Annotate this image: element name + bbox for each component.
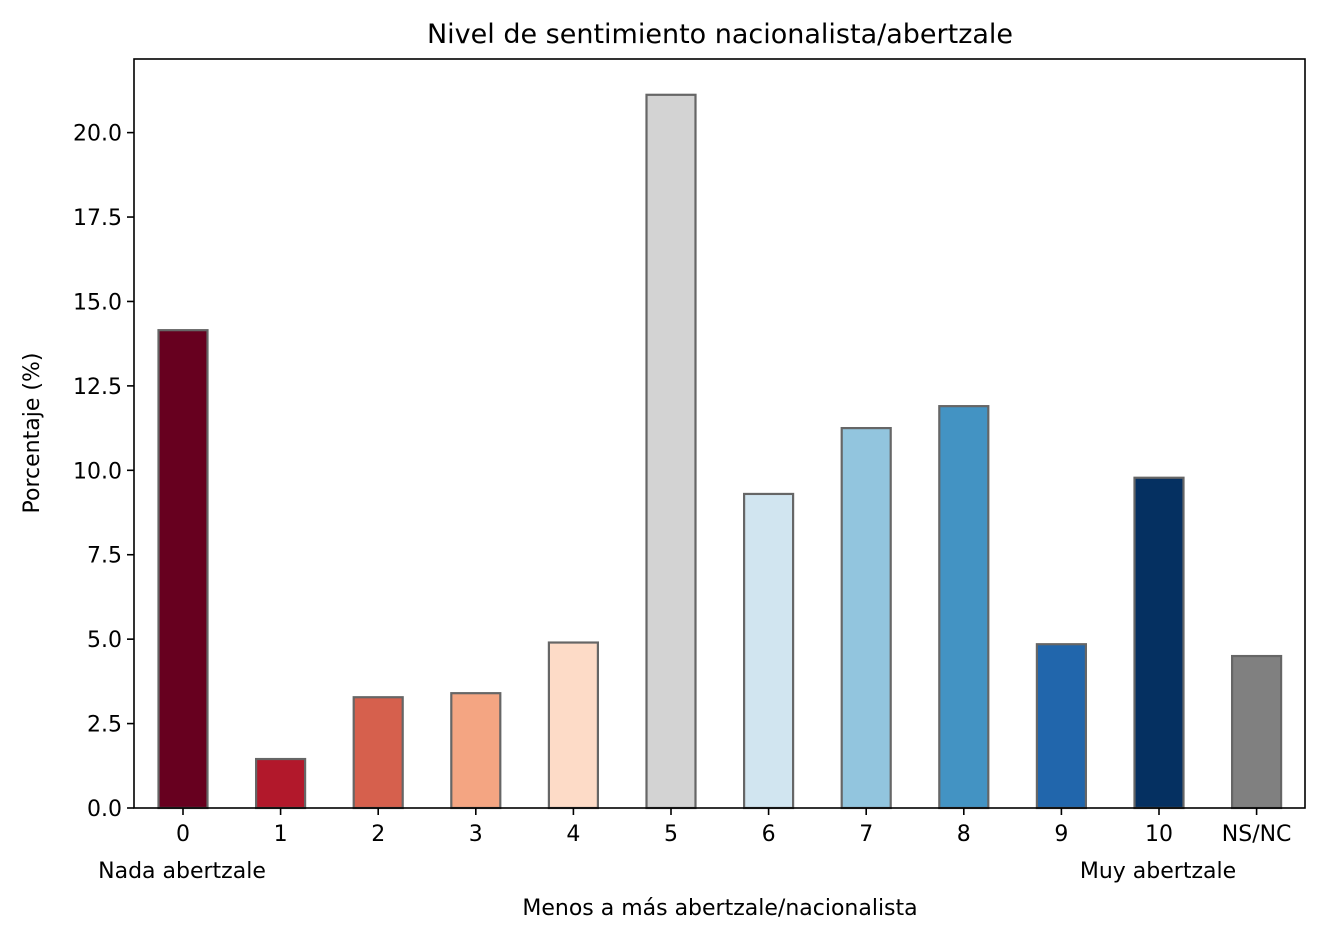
x-tick-label: 5 [664, 822, 678, 847]
x-axis-label: Menos a más abertzale/nacionalista [522, 896, 917, 921]
plot-frame [133, 58, 1306, 809]
bar-5 [645, 93, 697, 810]
y-tick-label: 15.0 [73, 290, 122, 315]
y-tick-label: 5.0 [87, 628, 122, 653]
y-tick-label: 0.0 [87, 797, 122, 822]
bar-4 [547, 641, 600, 810]
bar-1 [255, 757, 307, 810]
x-tick-label: 4 [566, 822, 580, 847]
y-tick-label: 2.5 [87, 713, 122, 738]
bar-3 [450, 692, 502, 810]
x-tick-label: 3 [469, 822, 483, 847]
extreme-low-label: Nada abertzale [98, 859, 266, 884]
chart-title: Nivel de sentimiento nacionalista/abertz… [427, 19, 1013, 50]
extreme-high-label: Muy abertzale [1080, 859, 1236, 884]
bar-8 [938, 405, 990, 810]
x-tick-label: 1 [274, 822, 288, 847]
bars-group [157, 93, 1283, 810]
bar-2 [352, 696, 404, 810]
bar-ns-nc [1230, 654, 1283, 810]
x-axis: 0 1 2 3 4 5 6 7 8 9 10 NS/NC [176, 808, 1291, 847]
x-tick-label: NS/NC [1222, 822, 1292, 847]
bar-9 [1035, 643, 1088, 810]
y-tick-label: 17.5 [73, 206, 122, 231]
x-tick-label: 8 [957, 822, 971, 847]
bar-6 [742, 492, 795, 810]
x-tick-label: 9 [1054, 822, 1068, 847]
y-tick-label: 7.5 [87, 544, 122, 569]
x-tick-label: 2 [371, 822, 385, 847]
x-tick-label: 6 [762, 822, 776, 847]
x-tick-label: 10 [1145, 822, 1173, 847]
y-tick-label: 12.5 [73, 375, 122, 400]
x-tick-label: 0 [176, 822, 190, 847]
y-tick-label: 10.0 [73, 459, 122, 484]
y-axis: 0.0 2.5 5.0 7.5 10.0 12.5 15.0 17.5 20.0 [73, 122, 134, 822]
y-axis-label: Porcentaje (%) [20, 353, 45, 514]
bar-7 [840, 426, 892, 810]
bar-10 [1133, 476, 1185, 810]
x-tick-label: 7 [859, 822, 873, 847]
y-tick-label: 20.0 [73, 122, 122, 147]
bar-0 [157, 329, 209, 810]
